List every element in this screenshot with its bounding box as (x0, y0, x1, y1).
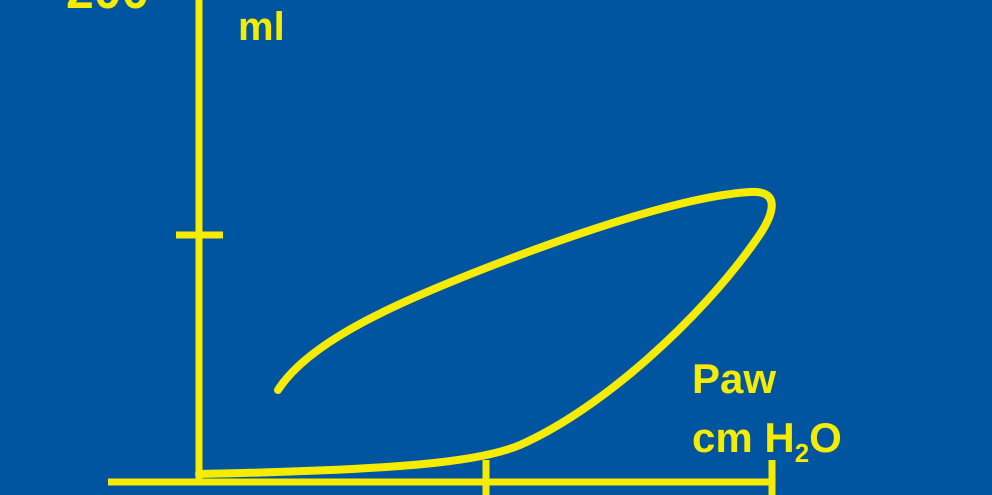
x-axis-unit: cm H2O (692, 414, 842, 468)
y-axis-unit: ml (238, 5, 285, 49)
unit-subscript: 2 (795, 438, 809, 468)
x-axis-label: Paw (692, 355, 776, 402)
y-tick-label: 200 (66, 0, 149, 19)
unit-part: cm H (692, 414, 795, 461)
unit-part: O (809, 414, 842, 461)
pressure-volume-loop (195, 187, 776, 478)
